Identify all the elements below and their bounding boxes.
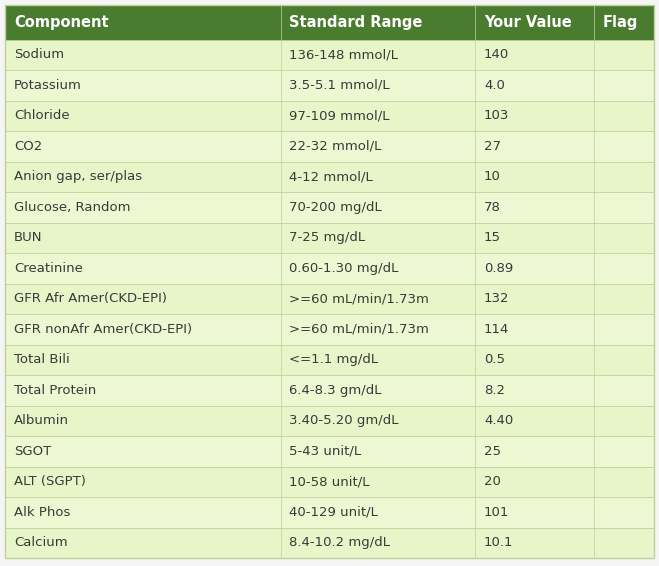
Text: 10-58 unit/L: 10-58 unit/L bbox=[289, 475, 370, 488]
Text: 103: 103 bbox=[484, 109, 509, 122]
Bar bbox=[5, 528, 654, 558]
Text: 0.5: 0.5 bbox=[484, 353, 505, 366]
Bar bbox=[5, 436, 654, 466]
Text: Total Protein: Total Protein bbox=[14, 384, 96, 397]
Text: Chloride: Chloride bbox=[14, 109, 69, 122]
Text: 10: 10 bbox=[484, 170, 501, 183]
Text: CO2: CO2 bbox=[14, 140, 42, 153]
Bar bbox=[5, 222, 654, 253]
Text: Sodium: Sodium bbox=[14, 48, 64, 61]
Bar bbox=[5, 131, 654, 161]
Bar bbox=[5, 192, 654, 222]
Bar bbox=[5, 161, 654, 192]
Text: 15: 15 bbox=[484, 231, 501, 245]
Text: 25: 25 bbox=[484, 445, 501, 458]
Text: Your Value: Your Value bbox=[484, 15, 572, 29]
Bar bbox=[5, 497, 654, 528]
Text: Glucose, Random: Glucose, Random bbox=[14, 201, 130, 214]
Text: 97-109 mmol/L: 97-109 mmol/L bbox=[289, 109, 390, 122]
Text: 4.40: 4.40 bbox=[484, 414, 513, 427]
Text: 0.89: 0.89 bbox=[484, 262, 513, 275]
Text: Potassium: Potassium bbox=[14, 79, 82, 92]
Text: >=60 mL/min/1.73m: >=60 mL/min/1.73m bbox=[289, 292, 429, 305]
Text: Calcium: Calcium bbox=[14, 536, 67, 549]
Text: 0.60-1.30 mg/dL: 0.60-1.30 mg/dL bbox=[289, 262, 399, 275]
Bar bbox=[5, 40, 654, 70]
Bar bbox=[5, 345, 654, 375]
Text: 132: 132 bbox=[484, 292, 509, 305]
Text: 8.2: 8.2 bbox=[484, 384, 505, 397]
Text: 136-148 mmol/L: 136-148 mmol/L bbox=[289, 48, 399, 61]
Text: 10.1: 10.1 bbox=[484, 536, 513, 549]
Text: >=60 mL/min/1.73m: >=60 mL/min/1.73m bbox=[289, 323, 429, 336]
Text: 8.4-10.2 mg/dL: 8.4-10.2 mg/dL bbox=[289, 536, 390, 549]
Bar bbox=[5, 284, 654, 314]
Text: 3.40-5.20 gm/dL: 3.40-5.20 gm/dL bbox=[289, 414, 399, 427]
Bar bbox=[5, 375, 654, 405]
Text: 101: 101 bbox=[484, 506, 509, 519]
Text: Standard Range: Standard Range bbox=[289, 15, 423, 29]
Text: 5-43 unit/L: 5-43 unit/L bbox=[289, 445, 362, 458]
Text: Total Bili: Total Bili bbox=[14, 353, 70, 366]
Text: ALT (SGPT): ALT (SGPT) bbox=[14, 475, 86, 488]
Text: Albumin: Albumin bbox=[14, 414, 69, 427]
Text: 22-32 mmol/L: 22-32 mmol/L bbox=[289, 140, 382, 153]
Text: Flag: Flag bbox=[602, 15, 638, 29]
Text: BUN: BUN bbox=[14, 231, 42, 245]
Bar bbox=[5, 253, 654, 284]
Text: Anion gap, ser/plas: Anion gap, ser/plas bbox=[14, 170, 142, 183]
Bar bbox=[5, 70, 654, 101]
Text: GFR Afr Amer(CKD-EPI): GFR Afr Amer(CKD-EPI) bbox=[14, 292, 167, 305]
Text: 140: 140 bbox=[484, 48, 509, 61]
Text: 20: 20 bbox=[484, 475, 501, 488]
Text: 6.4-8.3 gm/dL: 6.4-8.3 gm/dL bbox=[289, 384, 382, 397]
Text: 40-129 unit/L: 40-129 unit/L bbox=[289, 506, 378, 519]
Text: 3.5-5.1 mmol/L: 3.5-5.1 mmol/L bbox=[289, 79, 390, 92]
Text: GFR nonAfr Amer(CKD-EPI): GFR nonAfr Amer(CKD-EPI) bbox=[14, 323, 192, 336]
Bar bbox=[5, 314, 654, 345]
Text: 70-200 mg/dL: 70-200 mg/dL bbox=[289, 201, 382, 214]
Text: SGOT: SGOT bbox=[14, 445, 51, 458]
Bar bbox=[5, 405, 654, 436]
Text: 78: 78 bbox=[484, 201, 501, 214]
Text: Alk Phos: Alk Phos bbox=[14, 506, 71, 519]
Bar bbox=[5, 5, 654, 40]
Text: 27: 27 bbox=[484, 140, 501, 153]
Text: Creatinine: Creatinine bbox=[14, 262, 83, 275]
Bar bbox=[5, 101, 654, 131]
Text: <=1.1 mg/dL: <=1.1 mg/dL bbox=[289, 353, 378, 366]
Text: 114: 114 bbox=[484, 323, 509, 336]
Text: 4-12 mmol/L: 4-12 mmol/L bbox=[289, 170, 373, 183]
Bar bbox=[5, 466, 654, 497]
Text: Component: Component bbox=[14, 15, 109, 29]
Text: 4.0: 4.0 bbox=[484, 79, 505, 92]
Text: 7-25 mg/dL: 7-25 mg/dL bbox=[289, 231, 366, 245]
